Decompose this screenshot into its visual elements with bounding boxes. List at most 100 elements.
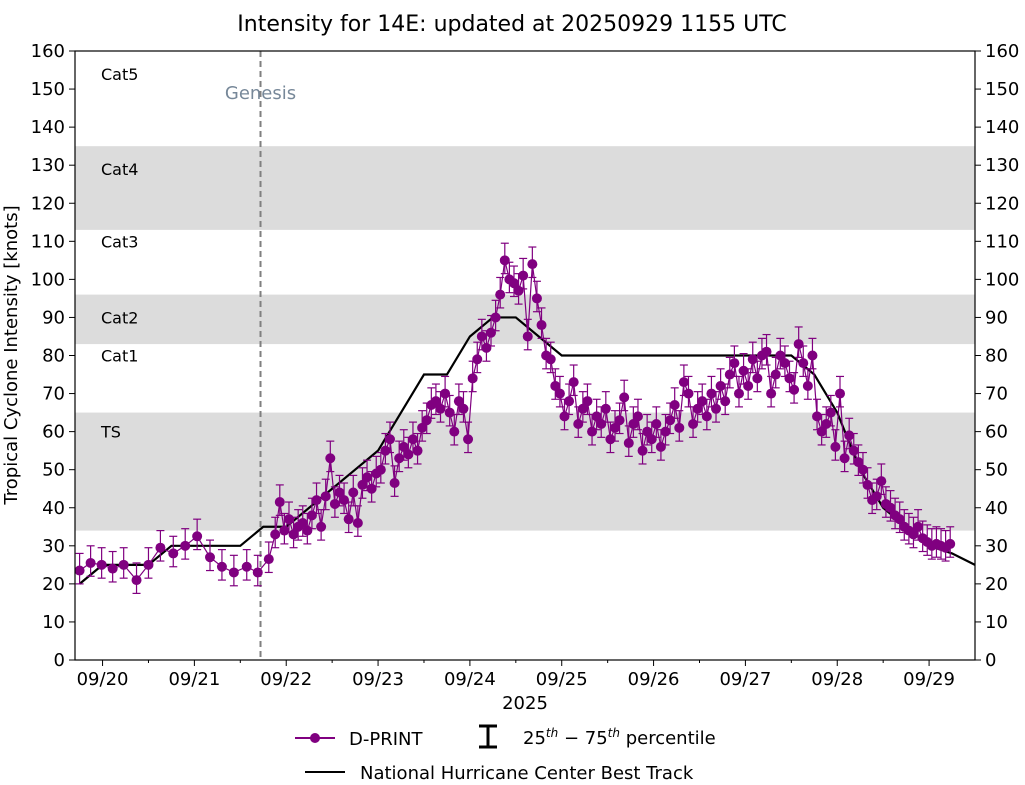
dprint-point xyxy=(216,561,227,572)
band-label-cat4: Cat4 xyxy=(101,160,138,179)
axes: 0 0 10 10 20 20 30 30 40 40 50 50 60 60 70 70 80 80 90 90 10… xyxy=(31,41,1020,690)
dprint-point xyxy=(683,388,694,399)
dprint-point xyxy=(655,441,666,452)
dprint-point xyxy=(945,538,956,549)
y-tick-label-left: 110 xyxy=(31,231,65,252)
dprint-point xyxy=(545,354,556,365)
dprint-point xyxy=(715,380,726,391)
dprint-point xyxy=(784,373,795,384)
dprint-point xyxy=(527,259,538,270)
legend-percentile-part: th xyxy=(546,726,558,740)
dprint-point xyxy=(435,403,446,414)
y-tick-label-right: 100 xyxy=(985,269,1019,290)
dprint-series xyxy=(74,242,956,594)
dprint-point xyxy=(701,411,712,422)
dprint-point xyxy=(536,320,547,331)
dprint-point xyxy=(143,559,154,570)
y-tick-label-right: 30 xyxy=(985,536,1008,557)
dprint-point xyxy=(642,426,653,437)
y-tick-label-right: 110 xyxy=(985,231,1019,252)
x-tick-label: 09/22 xyxy=(260,669,312,690)
dprint-point xyxy=(366,483,377,494)
dprint-point xyxy=(577,403,588,414)
dprint-point xyxy=(334,487,345,498)
dprint-point xyxy=(761,346,772,357)
dprint-point xyxy=(798,358,809,369)
dprint-point xyxy=(472,354,483,365)
dprint-point xyxy=(885,502,896,513)
dprint-point xyxy=(835,388,845,399)
y-tick-label-left: 20 xyxy=(42,574,65,595)
dprint-point xyxy=(362,472,373,483)
dprint-point xyxy=(853,457,864,468)
dprint-point xyxy=(720,396,731,407)
dprint-point xyxy=(789,384,800,395)
dprint-point xyxy=(779,358,790,369)
dprint-point xyxy=(908,529,919,540)
x-tick-label: 09/21 xyxy=(168,669,220,690)
dprint-point xyxy=(894,514,905,525)
y-tick-label-left: 90 xyxy=(42,307,65,328)
y-tick-label-right: 0 xyxy=(985,650,996,671)
y-tick-label-left: 30 xyxy=(42,536,65,557)
dprint-point xyxy=(205,552,215,563)
dprint-point xyxy=(518,270,529,281)
dprint-point xyxy=(348,487,359,498)
dprint-point xyxy=(637,445,648,456)
legend-percentile-part: th xyxy=(608,726,620,740)
dprint-point xyxy=(646,434,657,445)
dprint-point xyxy=(531,293,542,304)
y-tick-label-right: 20 xyxy=(985,574,1008,595)
dprint-point xyxy=(495,289,506,300)
band-label-ts: TS xyxy=(100,423,121,442)
dprint-point xyxy=(440,388,451,399)
dprint-point xyxy=(770,369,781,380)
dprint-point xyxy=(692,403,703,414)
dprint-point xyxy=(711,403,722,414)
dprint-point xyxy=(821,419,832,430)
y-tick-label-right: 50 xyxy=(985,460,1008,481)
dprint-point xyxy=(660,426,671,437)
dprint-point xyxy=(180,540,191,551)
dprint-point xyxy=(96,559,107,570)
dprint-point xyxy=(467,373,478,384)
dprint-point xyxy=(619,392,630,403)
dprint-point xyxy=(844,430,855,441)
y-tick-label-left: 80 xyxy=(42,346,65,367)
band-label-cat2: Cat2 xyxy=(101,308,138,327)
dprint-point xyxy=(747,354,758,365)
dprint-point xyxy=(839,453,850,464)
y-tick-label-right: 130 xyxy=(985,155,1019,176)
y-tick-label-right: 60 xyxy=(985,422,1008,443)
legend-percentile-part: − xyxy=(558,728,585,749)
dprint-point xyxy=(669,399,680,410)
dprint-point xyxy=(605,434,616,445)
band-label-cat1: Cat1 xyxy=(101,347,138,366)
x-tick-label: 09/23 xyxy=(352,669,404,690)
dprint-point xyxy=(131,575,142,586)
chart-title: Intensity for 14E: updated at 20250929 1… xyxy=(237,12,786,37)
dprint-point xyxy=(688,419,699,430)
legend-best-track-label: National Hurricane Center Best Track xyxy=(360,763,694,784)
y-tick-label-right: 120 xyxy=(985,193,1019,214)
legend-dprint-marker xyxy=(310,733,320,743)
dprint-point xyxy=(802,380,813,391)
dprint-point xyxy=(674,422,685,433)
y-tick-label-left: 150 xyxy=(31,79,65,100)
dprint-point xyxy=(394,453,405,464)
y-tick-label-left: 50 xyxy=(42,460,65,481)
dprint-point xyxy=(697,396,708,407)
dprint-point xyxy=(252,567,263,578)
dprint-point xyxy=(876,476,887,487)
dprint-point xyxy=(848,445,859,456)
dprint-point xyxy=(587,426,598,437)
dprint-point xyxy=(375,464,386,475)
dprint-point xyxy=(591,411,602,422)
dprint-point xyxy=(430,396,441,407)
y-tick-label-right: 140 xyxy=(985,117,1019,138)
dprint-point xyxy=(352,517,363,528)
dprint-point xyxy=(733,388,744,399)
legend-percentile-part: 25 xyxy=(523,728,546,749)
y-tick-label-left: 120 xyxy=(31,193,65,214)
band-ts xyxy=(75,412,975,531)
